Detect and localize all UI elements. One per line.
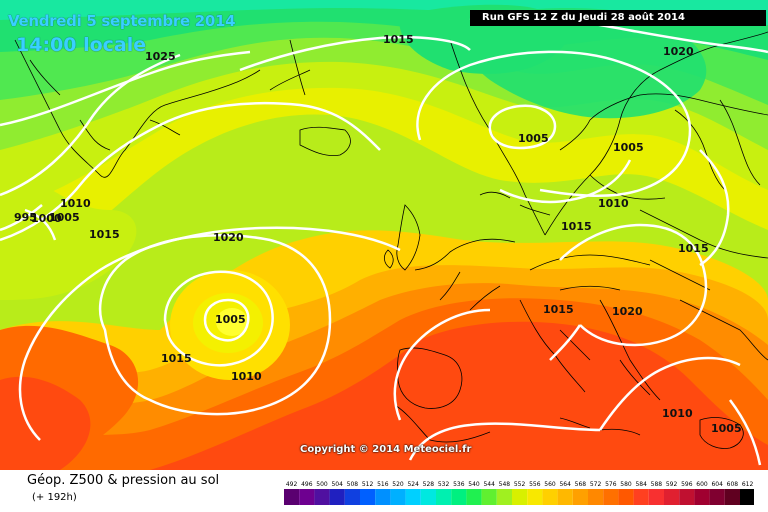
scale-swatch bbox=[314, 489, 330, 505]
scale-swatch bbox=[633, 489, 649, 505]
scale-swatch bbox=[618, 489, 634, 505]
scale-swatch bbox=[679, 489, 695, 505]
scale-swatch bbox=[481, 489, 497, 505]
isobar-label: 1015 bbox=[543, 303, 574, 316]
isobar-label: 1005 bbox=[518, 132, 549, 145]
scale-tick-label: 492 bbox=[286, 481, 298, 488]
scale-tick-label: 536 bbox=[453, 481, 465, 488]
scale-swatch bbox=[344, 489, 360, 505]
scale-tick-label: 580 bbox=[620, 481, 632, 488]
isobar-label: 1015 bbox=[161, 352, 192, 365]
scale-tick-label: 584 bbox=[635, 481, 647, 488]
scale-swatch bbox=[420, 489, 436, 505]
scale-swatch bbox=[557, 489, 573, 505]
scale-tick-label: 540 bbox=[468, 481, 480, 488]
scale-swatch bbox=[603, 489, 619, 505]
isobar-label: 1015 bbox=[678, 242, 709, 255]
scale-tick-label: 612 bbox=[742, 481, 754, 488]
forecast-date: Vendredi 5 septembre 2014 bbox=[8, 12, 236, 30]
scale-swatch bbox=[542, 489, 558, 505]
scale-swatch bbox=[466, 489, 482, 505]
scale-tick-label: 556 bbox=[529, 481, 541, 488]
scale-swatch bbox=[496, 489, 512, 505]
scale-swatch bbox=[329, 489, 345, 505]
isobar-label: 1020 bbox=[612, 305, 643, 318]
isobar-label: 1020 bbox=[213, 231, 244, 244]
scale-swatch bbox=[436, 489, 452, 505]
isobar-label: 995 bbox=[14, 211, 37, 224]
scale-swatch bbox=[648, 489, 664, 505]
forecast-map: 1025 1015 1020 1005 1005 1010 1010 1015 … bbox=[0, 0, 768, 470]
isobar-labels: 1025 1015 1020 1005 1005 1010 1010 1015 … bbox=[14, 33, 742, 435]
scale-tick-label: 560 bbox=[544, 481, 556, 488]
isobar-label: 1000 bbox=[31, 212, 62, 225]
scale-tick-label: 568 bbox=[575, 481, 587, 488]
isobar-label: 1005 bbox=[711, 422, 742, 435]
isobar-label: 1015 bbox=[383, 33, 414, 46]
scale-tick-label: 608 bbox=[727, 481, 739, 488]
color-scale: 492 496 500 504 508 512 516 520 524 528 532 536 540 5… bbox=[284, 481, 754, 505]
scale-tick-label: 552 bbox=[514, 481, 526, 488]
model-run-label: Run GFS 12 Z du Jeudi 28 août 2014 bbox=[482, 12, 685, 23]
scale-tick-label: 564 bbox=[559, 481, 571, 488]
coastlines-and-borders bbox=[14, 31, 768, 449]
scale-tick-label: 544 bbox=[483, 481, 495, 488]
scale-tick-label: 572 bbox=[590, 481, 602, 488]
isobar-label: 1005 bbox=[49, 211, 80, 224]
scale-tick-label: 508 bbox=[347, 481, 359, 488]
scale-swatch bbox=[512, 489, 528, 505]
scale-tick-label: 588 bbox=[651, 481, 663, 488]
scale-swatch bbox=[724, 489, 740, 505]
scale-tick-label: 576 bbox=[605, 481, 617, 488]
isobar-label: 1020 bbox=[663, 45, 694, 58]
isobar-label: 1010 bbox=[598, 197, 629, 210]
scale-tick-label: 504 bbox=[331, 481, 343, 488]
isobar-label: 1025 bbox=[145, 50, 176, 63]
scale-swatch bbox=[572, 489, 588, 505]
isobar-label: 1010 bbox=[231, 370, 262, 383]
scale-swatch bbox=[360, 489, 376, 505]
scale-tick-label: 528 bbox=[423, 481, 435, 488]
scale-swatch bbox=[375, 489, 391, 505]
scale-tick-label: 548 bbox=[499, 481, 511, 488]
copyright-notice: Copyright © 2014 Meteociel.fr bbox=[300, 444, 472, 455]
scale-swatch bbox=[527, 489, 543, 505]
scale-tick-label: 524 bbox=[407, 481, 419, 488]
scale-tick-label: 532 bbox=[438, 481, 450, 488]
scale-tick-label: 496 bbox=[301, 481, 313, 488]
forecast-time: 14:00 locale bbox=[16, 34, 147, 56]
isobar-label: 1015 bbox=[89, 228, 120, 241]
scale-swatch bbox=[451, 489, 467, 505]
scale-swatch bbox=[284, 489, 300, 505]
scale-tick-label: 592 bbox=[666, 481, 678, 488]
legend-title: Géop. Z500 & pression au sol bbox=[27, 473, 220, 488]
scale-tick-label: 512 bbox=[362, 481, 374, 488]
isobar-label: 1005 bbox=[613, 141, 644, 154]
scale-tick-label: 604 bbox=[711, 481, 723, 488]
scale-swatch bbox=[390, 489, 406, 505]
isobar-label: 1015 bbox=[561, 220, 592, 233]
scale-tick-label: 520 bbox=[392, 481, 404, 488]
model-run-banner: Run GFS 12 Z du Jeudi 28 août 2014 bbox=[470, 10, 766, 26]
legend-panel: Géop. Z500 & pression au sol (+ 192h) 49… bbox=[0, 470, 768, 512]
isobar-lines bbox=[0, 16, 768, 466]
scale-swatch bbox=[664, 489, 680, 505]
scale-tick-label: 500 bbox=[316, 481, 328, 488]
scale-swatch bbox=[588, 489, 604, 505]
forecast-lead-time: (+ 192h) bbox=[32, 492, 77, 503]
isobar-label: 1010 bbox=[662, 407, 693, 420]
scale-swatch bbox=[694, 489, 710, 505]
scale-swatch bbox=[740, 489, 754, 505]
scale-swatch bbox=[405, 489, 421, 505]
isobar-label: 1010 bbox=[60, 197, 91, 210]
scale-swatch bbox=[299, 489, 315, 505]
scale-tick-label: 596 bbox=[681, 481, 693, 488]
scale-tick-label: 516 bbox=[377, 481, 389, 488]
scale-tick-label: 600 bbox=[696, 481, 708, 488]
scale-swatch bbox=[709, 489, 725, 505]
isobar-label: 1005 bbox=[215, 313, 246, 326]
